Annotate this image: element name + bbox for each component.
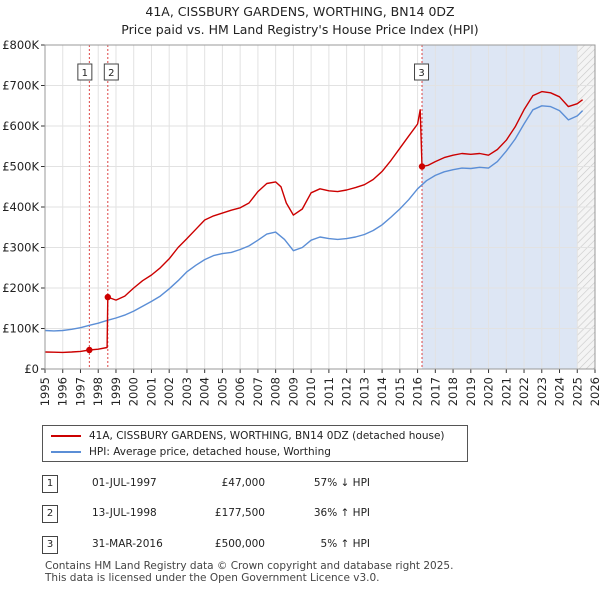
legend-item-property: 41A, CISSBURY GARDENS, WORTHING, BN14 0D… [51,429,445,443]
y-tick-label: £400K [2,200,39,214]
y-tick-label: £300K [2,241,39,255]
y-tick-label: £100K [2,322,39,336]
sale-hpi: 36% ↑ HPI [313,507,370,519]
sale-price: £500,000 [214,538,265,550]
x-tick-label: 2006 [233,377,247,406]
y-tick-label: £500K [2,160,39,174]
chart-legend: 41A, CISSBURY GARDENS, WORTHING, BN14 0D… [42,425,468,462]
x-tick-label: 2026 [588,377,600,406]
sale-badge: 2 [42,505,58,523]
legend-property-swatch [51,435,81,437]
x-tick-label: 2025 [570,377,584,406]
transaction-badge-box [77,63,93,81]
x-tick-label: 1999 [109,377,123,406]
x-tick-label: 2018 [446,377,460,406]
y-tick-label: £700K [2,79,39,93]
x-tick-label: 2016 [411,377,425,406]
transaction-badge-label: 1 [82,68,88,79]
price-chart: 1995 1996 1997 1998 1999 2000 2001 2002 2003 2004… [2,38,600,406]
legend-hpi-swatch [51,451,81,453]
footer-copyright: Contains HM Land Registry data © Crown c… [45,560,454,572]
x-tick-label: 2024 [553,377,567,406]
chart-subtitle: Price paid vs. HM Land Registry's House … [121,22,479,37]
transaction-point [86,346,93,354]
legend-property-label: 41A, CISSBURY GARDENS, WORTHING, BN14 0D… [89,430,445,442]
sale-hpi: 5% ↑ HPI [320,538,370,550]
y-tick-label: £800K [2,38,39,52]
property-series-line [44,90,584,354]
y-tick-label: £600K [2,119,39,133]
y-tick-label: £0 [24,362,39,376]
x-tick-label: 2008 [269,377,283,406]
transaction-badge-label: 2 [108,68,114,79]
transaction-point [418,163,426,170]
sale-price: £47,000 [221,477,265,489]
x-tick-label: 2020 [482,377,496,406]
x-tick-label: 2010 [304,377,318,406]
transaction-badge-label: 3 [418,68,424,79]
sale-row-2: 2 13-JUL-1998 £177,500 36% ↑ HPI [0,505,600,525]
sale-badge: 3 [42,536,58,554]
footer-licence: This data is licensed under the Open Gov… [45,572,380,584]
x-tick-label: 1998 [91,377,105,406]
x-tick-label: 2023 [535,377,549,406]
x-tick-label: 2005 [215,377,229,406]
x-tick-label: 2011 [322,377,336,406]
y-tick-label: £200K [2,281,39,295]
x-tick-label: 2017 [428,377,442,406]
sale-badge: 1 [42,475,58,493]
transaction-badge-box [103,63,119,81]
x-tick-label: 2021 [499,377,513,406]
legend-hpi-label: HPI: Average price, detached house, Wort… [89,446,331,458]
transaction-badge-box [414,63,430,81]
x-tick-label: 1996 [56,377,70,406]
sale-date: 31-MAR-2016 [92,538,163,550]
sale-date: 01-JUL-1997 [92,477,157,489]
sale-price: £177,500 [214,507,265,519]
x-tick-label: 2002 [162,377,176,406]
legend-item-hpi: HPI: Average price, detached house, Wort… [51,445,331,459]
transaction-point [104,293,112,301]
x-tick-label: 2019 [464,377,478,406]
hpi-series-line [44,105,584,332]
chart-title: 41A, CISSBURY GARDENS, WORTHING, BN14 0D… [145,4,455,19]
x-tick-label: 2014 [375,377,389,406]
x-tick-label: 1997 [73,377,87,406]
x-tick-label: 2000 [127,377,141,406]
x-tick-label: 2015 [393,377,407,406]
x-tick-label: 2003 [180,377,194,406]
sale-row-3: 3 31-MAR-2016 £500,000 5% ↑ HPI [0,536,600,556]
x-tick-label: 2009 [286,377,300,406]
sale-hpi: 57% ↓ HPI [313,477,370,489]
sale-row-1: 1 01-JUL-1997 £47,000 57% ↓ HPI [0,475,600,495]
x-tick-label: 2001 [144,377,158,406]
x-tick-label: 2022 [517,377,531,406]
x-tick-label: 2007 [251,377,265,406]
x-tick-label: 1995 [38,377,52,406]
x-tick-label: 2004 [198,377,212,406]
plot-frame [44,44,596,370]
sale-date: 13-JUL-1998 [92,507,157,519]
x-tick-label: 2013 [357,377,371,406]
x-tick-label: 2012 [340,377,354,406]
